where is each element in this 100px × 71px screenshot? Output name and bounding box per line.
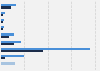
Bar bbox=[1, 12, 5, 14]
Bar bbox=[1, 33, 14, 36]
Bar bbox=[1, 57, 5, 59]
Bar bbox=[1, 21, 3, 23]
Bar bbox=[1, 48, 90, 50]
Bar bbox=[1, 19, 4, 21]
Bar bbox=[1, 50, 43, 52]
Bar bbox=[1, 28, 3, 30]
Bar bbox=[1, 55, 24, 57]
Bar bbox=[1, 6, 11, 9]
Bar bbox=[1, 14, 3, 16]
Bar bbox=[1, 41, 21, 43]
Bar bbox=[1, 26, 4, 28]
Bar bbox=[1, 36, 9, 38]
Bar bbox=[1, 62, 15, 65]
Bar bbox=[1, 43, 14, 45]
Bar bbox=[1, 4, 16, 6]
